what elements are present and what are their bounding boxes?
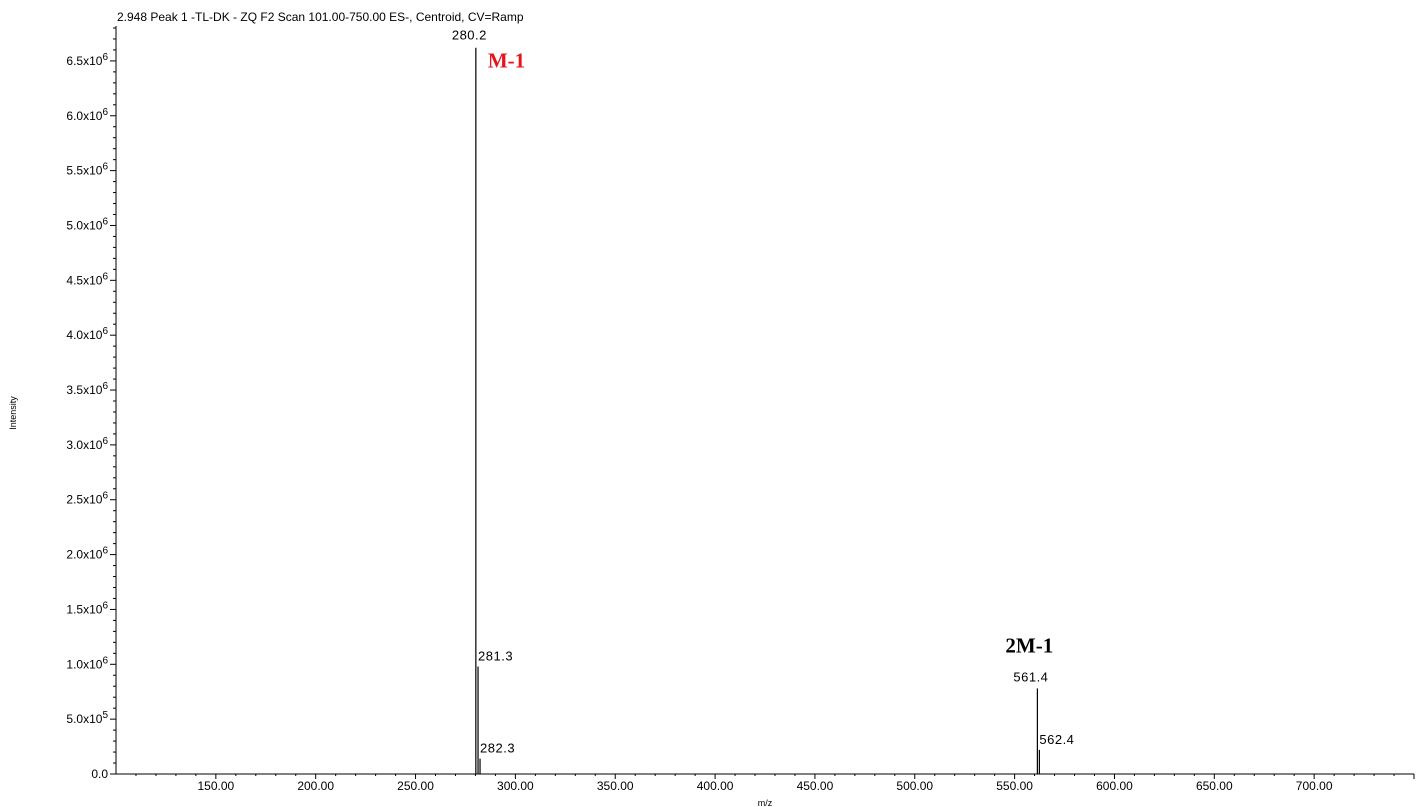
annotations: M-1 2M-1 [488, 49, 1053, 658]
y-tick-label: 5.0x105 [66, 710, 108, 726]
x-tick-label: 250.00 [397, 779, 434, 793]
x-tick-label: 550.00 [996, 779, 1033, 793]
y-tick-label: 6.5x106 [66, 52, 108, 68]
x-tick-label: 600.00 [1096, 779, 1133, 793]
x-axis-ticks: 150.00 200.00 250.00 300.00 350.00 400.00 450.… [135, 774, 1415, 793]
y-tick-label: 2.5x106 [66, 491, 108, 507]
y-tick-label: 5.0x106 [66, 216, 108, 232]
x-tick-label: 350.00 [597, 779, 634, 793]
y-tick-label: 4.0x106 [66, 326, 108, 342]
x-tick-label: 650.00 [1196, 779, 1233, 793]
x-tick-label: 450.00 [797, 779, 834, 793]
y-axis-ticks: 0.0 5.0x105 1.0x106 1.5x106 2.0x106 2.5x106 3.… [66, 27, 116, 781]
peak-label: 281.3 [478, 648, 513, 663]
y-tick-label: 5.5x106 [66, 162, 108, 178]
chart-title: 2.948 Peak 1 -TL-DK - ZQ F2 Scan 101.00-… [117, 10, 524, 24]
peak-label: 562.4 [1039, 732, 1074, 747]
x-axis-title: m/z [758, 798, 773, 807]
x-tick-label: 150.00 [197, 779, 234, 793]
x-tick-label: 300.00 [497, 779, 534, 793]
peak-label: 561.4 [1013, 669, 1048, 684]
y-tick-label: 0.0 [91, 767, 108, 781]
axes [115, 26, 1414, 775]
peaks: 280.2 281.3 282.3 561.4 562.4 [452, 28, 1074, 774]
y-tick-label: 6.0x106 [66, 107, 108, 123]
y-tick-label: 1.5x106 [66, 600, 108, 616]
peak-label: 280.2 [452, 28, 487, 43]
x-tick-label: 500.00 [896, 779, 933, 793]
annotation-label: 2M-1 [1005, 633, 1053, 657]
peak-label: 282.3 [480, 741, 515, 756]
y-tick-label: 3.0x106 [66, 436, 108, 452]
x-tick-label: 700.00 [1296, 779, 1333, 793]
y-tick-label: 2.0x106 [66, 546, 108, 562]
y-tick-label: 3.5x106 [66, 381, 108, 397]
y-tick-label: 4.5x106 [66, 271, 108, 287]
y-tick-label: 1.0x106 [66, 655, 108, 671]
y-axis-title: Intensity [8, 396, 18, 430]
annotation-label: M-1 [488, 49, 525, 73]
x-tick-label: 400.00 [697, 779, 734, 793]
x-tick-label: 200.00 [297, 779, 334, 793]
